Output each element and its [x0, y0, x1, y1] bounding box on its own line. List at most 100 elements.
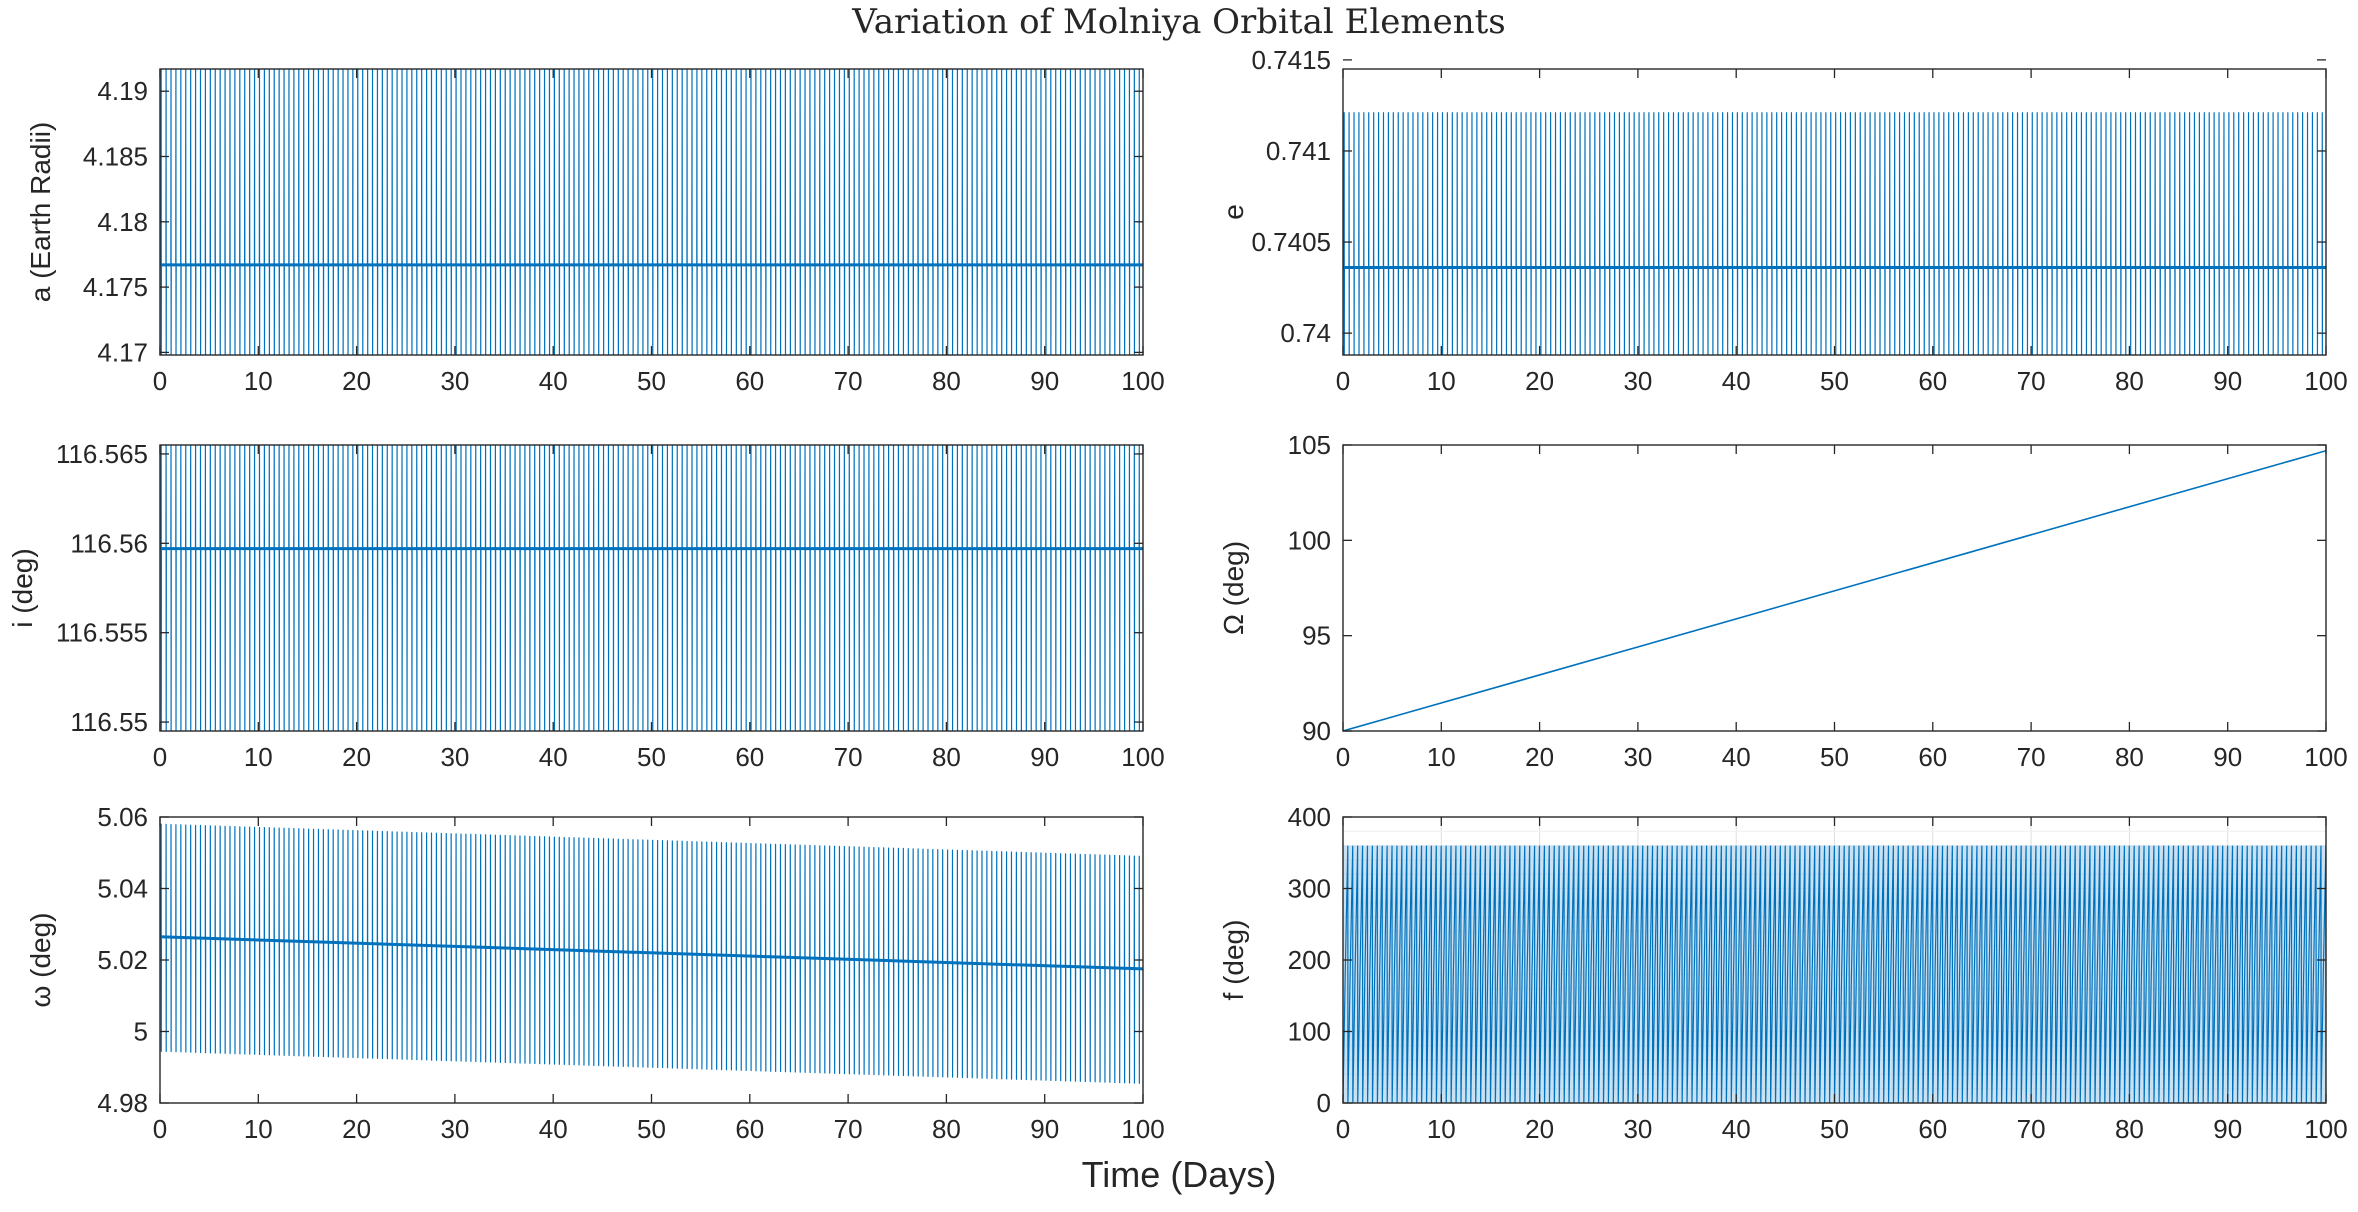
- x-tick-label: 50: [637, 1114, 666, 1144]
- series-line: [1343, 845, 2326, 1103]
- x-tick-label: 20: [342, 1114, 371, 1144]
- series-group: [160, 445, 1143, 731]
- plot-area: [160, 445, 1143, 731]
- y-tick-label: 5.02: [97, 945, 148, 975]
- x-tick-label: 50: [1820, 742, 1849, 772]
- x-tick-label: 0: [153, 366, 167, 396]
- y-tick-label: 4.19: [97, 76, 148, 106]
- x-tick-label: 100: [1121, 1114, 1164, 1144]
- x-tick-label: 0: [153, 1114, 167, 1144]
- series-group: [160, 69, 1143, 355]
- x-tick-label: 50: [637, 366, 666, 396]
- x-tick-label: 60: [1918, 366, 1947, 396]
- x-tick-label: 40: [1722, 366, 1751, 396]
- x-tick-label: 60: [735, 1114, 764, 1144]
- y-tick-label: 0.7405: [1251, 227, 1331, 257]
- figure-xlabel: Time (Days): [1081, 1154, 1277, 1195]
- subplot-4: 0 10 20 30 40 50 60 70 80 90 100 90 95 100 105 Ω (deg): [1218, 430, 2348, 772]
- x-tick-label: 0: [1336, 1114, 1350, 1144]
- x-tick-label: 10: [244, 1114, 273, 1144]
- subplot-1: 0 10 20 30 40 50 60 70 80 90 100 4.17 4.175 4.18 4.185…: [25, 68, 1165, 396]
- y-tick-label: 4.185: [83, 141, 148, 171]
- series-dwell-band: [160, 935, 1143, 971]
- x-tick-label: 80: [932, 1114, 961, 1144]
- y-tick-label: 4.17: [97, 337, 148, 367]
- x-tick-label: 100: [2304, 742, 2347, 772]
- series-group: [1343, 112, 2326, 355]
- x-tick-label: 90: [2213, 742, 2242, 772]
- y-tick-label: 0.74: [1280, 318, 1331, 348]
- x-tick-label: 100: [1121, 366, 1164, 396]
- y-axis-label: e: [1218, 204, 1249, 220]
- x-tick-label: 70: [2017, 366, 2046, 396]
- x-tick-label: 70: [2017, 1114, 2046, 1144]
- x-tick-label: 0: [153, 742, 167, 772]
- x-tick-label: 20: [1525, 366, 1554, 396]
- x-tick-label: 10: [244, 366, 273, 396]
- x-tick-label: 80: [2115, 742, 2144, 772]
- y-axis-label: Ω (deg): [1218, 541, 1249, 635]
- x-tick-label: 0: [1336, 742, 1350, 772]
- plot-area: [1343, 69, 2326, 355]
- x-tick-label: 50: [637, 742, 666, 772]
- x-tick-label: 30: [440, 1114, 469, 1144]
- y-tick-label: 116.56: [70, 528, 148, 558]
- subplot-3: 0 10 20 30 40 50 60 70 80 90 100 116.55 116.555 116.5…: [7, 439, 1165, 772]
- x-tick-label: 60: [1918, 742, 1947, 772]
- y-axis-label: a (Earth Radii): [25, 122, 56, 303]
- x-tick-label: 30: [1623, 742, 1652, 772]
- x-tick-label: 40: [1722, 742, 1751, 772]
- x-tick-label: 30: [1623, 1114, 1652, 1144]
- subplot-5: 0 10 20 30 40 50 60 70 80 90 100 4.98 5 5.02 5.04 5.06 ω…: [25, 802, 1165, 1144]
- y-tick-label: 0: [1317, 1088, 1331, 1118]
- x-tick-label: 40: [539, 366, 568, 396]
- x-tick-label: 20: [342, 366, 371, 396]
- subplot-6: 0 10 20 30 40 50 60 70 80 90 100 0 100 200 300 400 f (de…: [1218, 802, 2348, 1144]
- y-tick-label: 116.565: [56, 439, 148, 469]
- x-tick-label: 90: [1030, 742, 1059, 772]
- subplot-2: 0 10 20 30 40 50 60 70 80 90 100 0.74 0.7405 0.741 0.7…: [1218, 45, 2348, 396]
- plot-area: [160, 817, 1143, 1103]
- y-tick-label: 0.741: [1266, 136, 1331, 166]
- x-tick-label: 80: [2115, 366, 2144, 396]
- y-tick-label: 400: [1288, 802, 1331, 832]
- x-tick-label: 90: [2213, 1114, 2242, 1144]
- y-tick-label: 90: [1302, 716, 1331, 746]
- x-tick-label: 10: [1427, 1114, 1456, 1144]
- x-tick-label: 40: [1722, 1114, 1751, 1144]
- x-tick-label: 60: [735, 366, 764, 396]
- figure-title: Variation of Molniya Orbital Elements: [852, 2, 1506, 42]
- x-tick-label: 30: [1623, 366, 1652, 396]
- x-tick-label: 80: [932, 366, 961, 396]
- x-tick-label: 70: [2017, 742, 2046, 772]
- plot-area: [1343, 445, 2326, 731]
- series-group: [160, 823, 1143, 1084]
- y-tick-label: 200: [1288, 945, 1331, 975]
- x-tick-label: 70: [834, 366, 863, 396]
- y-tick-label: 95: [1302, 621, 1331, 651]
- x-tick-label: 50: [1820, 366, 1849, 396]
- x-tick-label: 90: [1030, 1114, 1059, 1144]
- plot-area: [160, 69, 1143, 355]
- x-tick-label: 80: [932, 742, 961, 772]
- x-tick-label: 20: [1525, 1114, 1554, 1144]
- y-tick-label: 5: [134, 1017, 148, 1047]
- y-tick-label: 116.555: [56, 618, 148, 648]
- y-tick-label: 300: [1288, 874, 1331, 904]
- x-tick-label: 100: [2304, 366, 2347, 396]
- x-tick-label: 80: [2115, 1114, 2144, 1144]
- y-axis-label: i (deg): [7, 548, 38, 627]
- series-group: [1343, 449, 2326, 731]
- x-tick-label: 100: [1121, 742, 1164, 772]
- x-tick-label: 20: [1525, 742, 1554, 772]
- x-tick-label: 10: [244, 742, 273, 772]
- x-tick-label: 50: [1820, 1114, 1849, 1144]
- x-tick-label: 70: [834, 742, 863, 772]
- x-tick-label: 40: [539, 1114, 568, 1144]
- x-tick-label: 10: [1427, 366, 1456, 396]
- y-tick-label: 4.18: [97, 207, 148, 237]
- x-tick-label: 70: [834, 1114, 863, 1144]
- x-tick-label: 60: [735, 742, 764, 772]
